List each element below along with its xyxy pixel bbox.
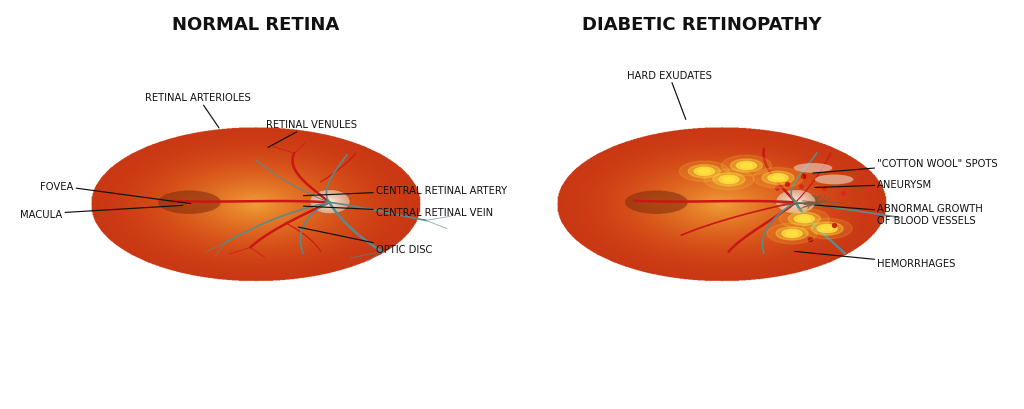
Text: CENTRAL RETINAL ARTERY: CENTRAL RETINAL ARTERY (303, 185, 507, 196)
Text: CENTRAL RETINAL VEIN: CENTRAL RETINAL VEIN (303, 207, 494, 218)
Circle shape (811, 222, 843, 236)
Circle shape (688, 165, 720, 178)
Circle shape (788, 213, 820, 226)
Text: "COTTON WOOL" SPOTS: "COTTON WOOL" SPOTS (813, 159, 997, 173)
Text: HARD EXUDATES: HARD EXUDATES (627, 71, 712, 120)
Circle shape (782, 230, 802, 238)
Circle shape (821, 227, 834, 231)
Circle shape (768, 174, 788, 182)
Text: OPTIC DISC: OPTIC DISC (298, 227, 432, 254)
Text: DIABETIC RETINOPATHY: DIABETIC RETINOPATHY (582, 16, 821, 34)
Text: FOVEA: FOVEA (40, 181, 190, 204)
Circle shape (779, 209, 829, 229)
Circle shape (694, 168, 715, 176)
Circle shape (772, 176, 784, 181)
Circle shape (767, 224, 817, 244)
Circle shape (753, 168, 803, 189)
Circle shape (817, 225, 838, 233)
Circle shape (786, 231, 798, 236)
Circle shape (713, 173, 744, 187)
Circle shape (703, 170, 754, 190)
Circle shape (723, 178, 735, 182)
Text: ANEURYSM: ANEURYSM (815, 180, 933, 190)
Text: HEMORRHAGES: HEMORRHAGES (795, 252, 955, 269)
Circle shape (802, 219, 852, 239)
Circle shape (776, 227, 808, 240)
Text: MACULA: MACULA (20, 206, 182, 219)
Circle shape (730, 160, 763, 173)
Circle shape (795, 215, 814, 223)
Text: RETINAL VENULES: RETINAL VENULES (265, 120, 356, 148)
Text: NORMAL RETINA: NORMAL RETINA (172, 16, 339, 34)
Circle shape (762, 172, 794, 185)
Circle shape (719, 176, 739, 184)
Text: ABNORMAL GROWTH
OF BLOOD VESSELS: ABNORMAL GROWTH OF BLOOD VESSELS (815, 204, 983, 225)
Circle shape (679, 162, 729, 182)
Text: RETINAL ARTERIOLES: RETINAL ARTERIOLES (145, 93, 251, 128)
Circle shape (736, 162, 757, 170)
Ellipse shape (794, 164, 833, 173)
Circle shape (698, 169, 711, 174)
Circle shape (721, 156, 771, 176)
Ellipse shape (815, 175, 853, 185)
Circle shape (740, 164, 753, 169)
Circle shape (799, 217, 810, 222)
